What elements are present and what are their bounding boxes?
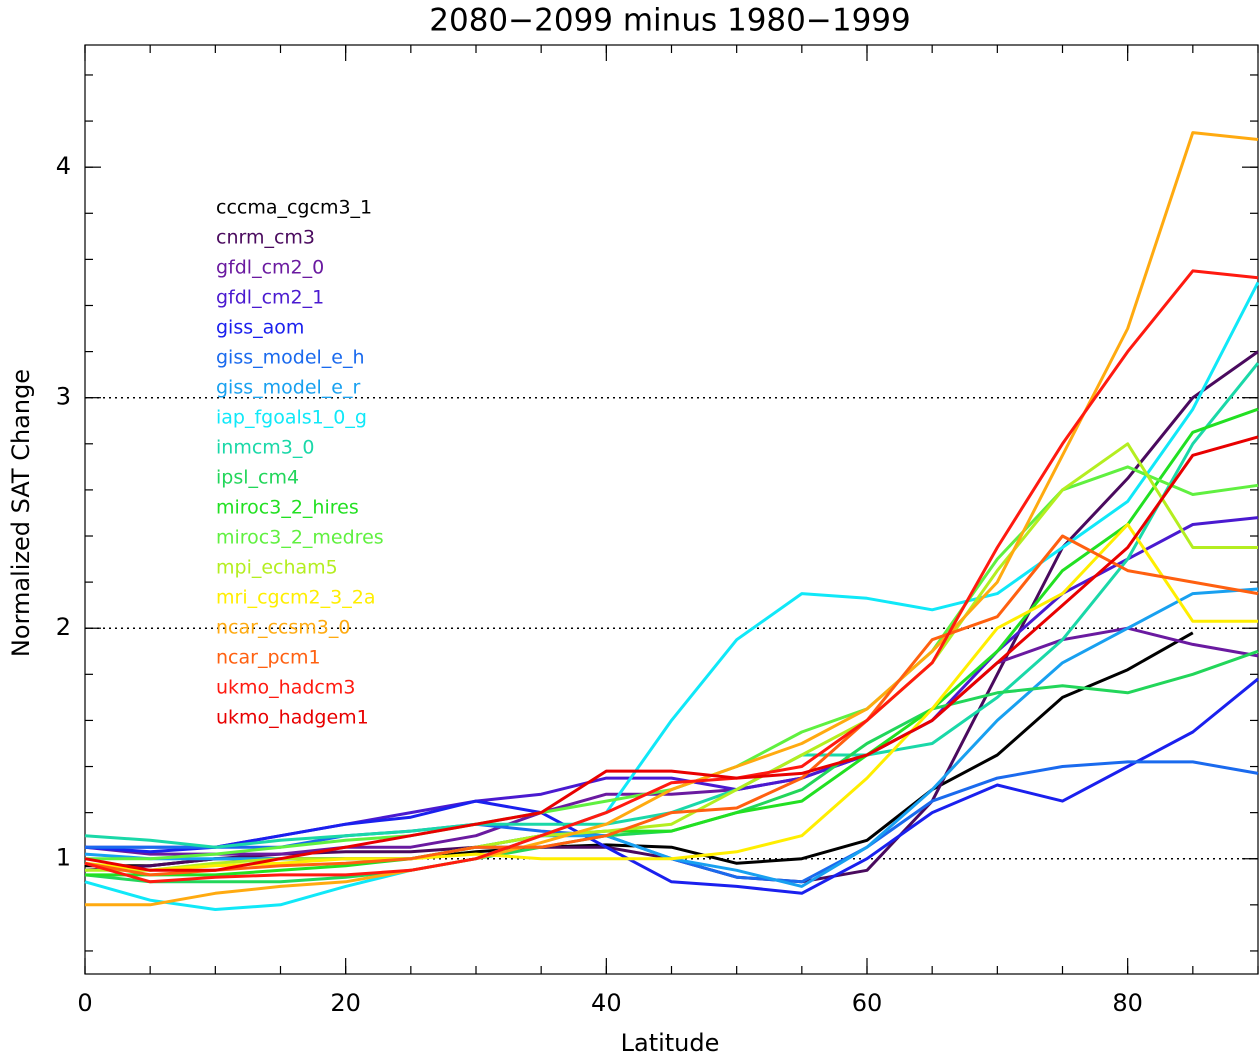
- series-line: [84, 523, 1258, 872]
- series-line: [84, 677, 1259, 895]
- series-line: [84, 534, 1259, 877]
- legend-label: ipsl_cm4: [216, 467, 299, 489]
- legend-label: gfdl_cm2_0: [216, 257, 324, 279]
- y-tick-label: 4: [56, 152, 71, 180]
- legend-label: ncar_pcm1: [216, 647, 321, 669]
- legend-label: giss_model_e_h: [216, 347, 365, 369]
- legend-label: mri_cgcm2_3_2a: [216, 587, 375, 609]
- legend-label: giss_aom: [216, 317, 304, 339]
- plot-frame: [84, 44, 1259, 975]
- legend-label: inmcm3_0: [216, 437, 314, 459]
- series-line: [85, 131, 1259, 907]
- y-tick-label: 3: [56, 383, 71, 411]
- legend-label: gfdl_cm2_1: [216, 287, 324, 309]
- series-line: [84, 281, 1259, 911]
- legend-label: giss_model_e_r: [216, 377, 360, 399]
- x-tick-label: 20: [330, 989, 361, 1017]
- legend-label: iap_fgoals1_0_g: [216, 407, 367, 429]
- legend-label: miroc3_2_medres: [216, 527, 384, 549]
- series-line: [84, 435, 1259, 872]
- x-tick-label: 80: [1112, 989, 1143, 1017]
- series-line: [84, 269, 1259, 884]
- legend-label: ncar_ccsm3_0: [216, 617, 350, 639]
- x-tick-label: 60: [852, 989, 883, 1017]
- chart-title: 2080−2099 minus 1980−1999: [429, 3, 910, 39]
- legend-label: ukmo_hadgem1: [216, 707, 369, 729]
- x-tick-label: 0: [77, 989, 92, 1017]
- legend-label: miroc3_2_hires: [216, 497, 359, 519]
- x-tick-label: 40: [591, 989, 622, 1017]
- series-line: [85, 407, 1259, 877]
- legend-label: cnrm_cm3: [216, 227, 315, 249]
- x-axis-label: Latitude: [621, 1029, 720, 1057]
- y-tick-label: 2: [56, 613, 71, 641]
- legend-label: cccma_cgcm3_1: [216, 197, 372, 219]
- legend-label: ukmo_hadcm3: [216, 677, 355, 699]
- y-tick-label: 1: [56, 844, 71, 872]
- y-axis-label: Normalized SAT Change: [7, 369, 35, 657]
- legend-label: mpi_echam5: [216, 557, 338, 579]
